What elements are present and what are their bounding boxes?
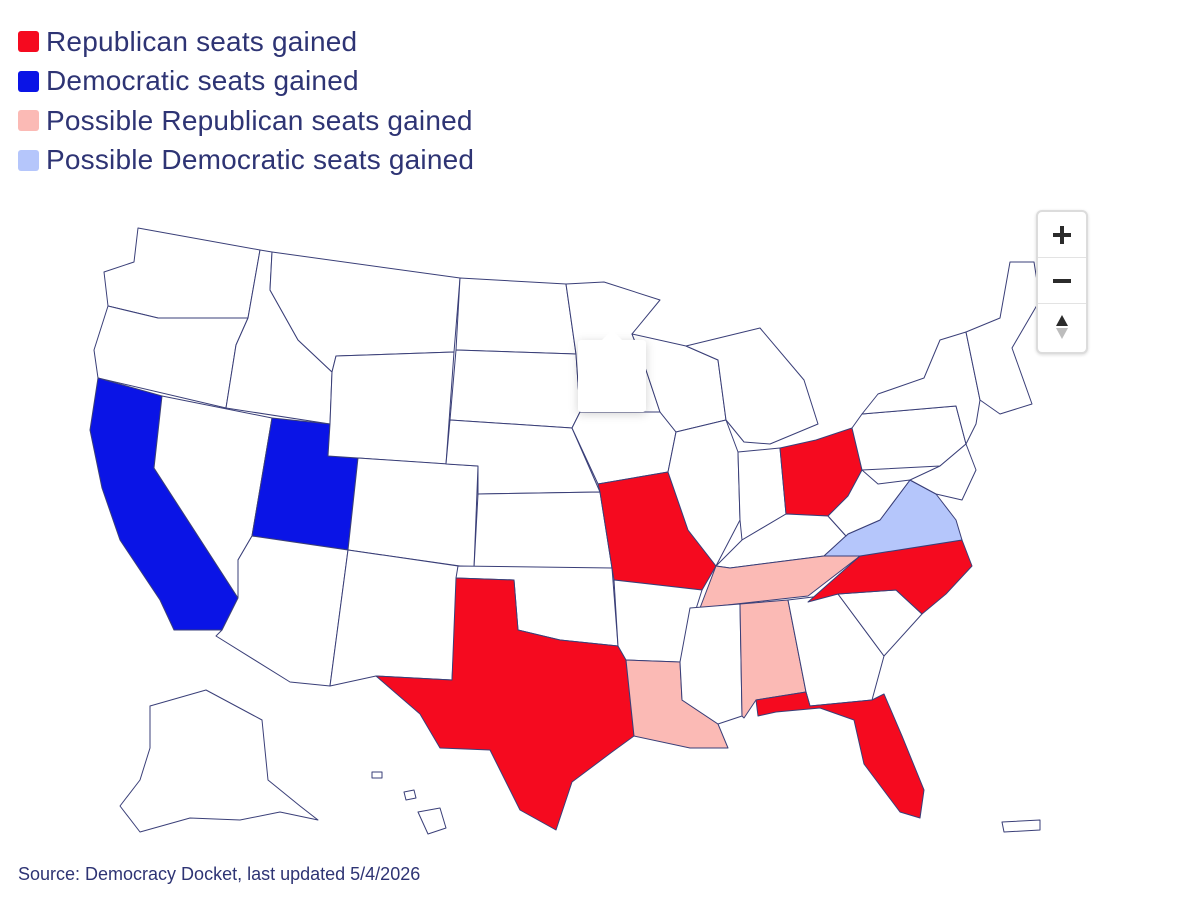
- reset-north-button[interactable]: [1038, 304, 1086, 349]
- legend-swatch-possible-democratic: [18, 149, 39, 171]
- legend-label: Republican seats gained: [46, 25, 358, 57]
- legend-item-republican: Republican seats gained: [18, 22, 474, 62]
- state-hawaii[interactable]: [371, 771, 447, 835]
- territory-puerto-rico[interactable]: [1001, 819, 1041, 833]
- legend-swatch-democratic: [18, 70, 39, 92]
- state-north-carolina[interactable]: [807, 539, 973, 615]
- state-florida[interactable]: [755, 691, 925, 819]
- state-north-dakota[interactable]: [455, 277, 577, 355]
- plus-icon: [1053, 225, 1071, 244]
- minus-icon: [1053, 278, 1071, 283]
- compass-arrows-icon: [1056, 314, 1068, 339]
- state-new-mexico[interactable]: [329, 549, 459, 687]
- legend-label: Possible Democratic seats gained: [46, 144, 475, 176]
- legend-item-possible-democratic: Possible Democratic seats gained: [18, 141, 474, 181]
- map-legend: Republican seats gained Democratic seats…: [18, 22, 474, 180]
- state-south-dakota[interactable]: [449, 349, 581, 429]
- legend-item-possible-republican: Possible Republican seats gained: [18, 101, 474, 141]
- legend-label: Possible Republican seats gained: [46, 104, 473, 136]
- hover-tooltip: [578, 330, 646, 412]
- state-wyoming[interactable]: [327, 351, 455, 465]
- legend-swatch-republican: [18, 31, 39, 53]
- zoom-out-button[interactable]: [1038, 258, 1086, 304]
- legend-label: Democratic seats gained: [46, 65, 359, 97]
- us-states-map[interactable]: [0, 200, 1200, 860]
- state-illinois[interactable]: [667, 419, 741, 567]
- state-texas[interactable]: [375, 577, 635, 831]
- state-maryland-delaware-nj[interactable]: [909, 443, 977, 501]
- state-colorado[interactable]: [347, 457, 479, 569]
- state-alaska[interactable]: [119, 689, 319, 833]
- state-michigan[interactable]: [685, 327, 819, 445]
- map-zoom-controls: [1036, 210, 1088, 354]
- states-layer: [89, 227, 1041, 835]
- legend-swatch-possible-republican: [18, 110, 39, 132]
- state-kansas[interactable]: [473, 491, 613, 569]
- state-washington[interactable]: [103, 227, 261, 319]
- legend-item-democratic: Democratic seats gained: [18, 62, 474, 102]
- zoom-in-button[interactable]: [1038, 212, 1086, 258]
- state-new-england[interactable]: [965, 261, 1041, 415]
- source-note: Source: Democracy Docket, last updated 5…: [18, 864, 421, 884]
